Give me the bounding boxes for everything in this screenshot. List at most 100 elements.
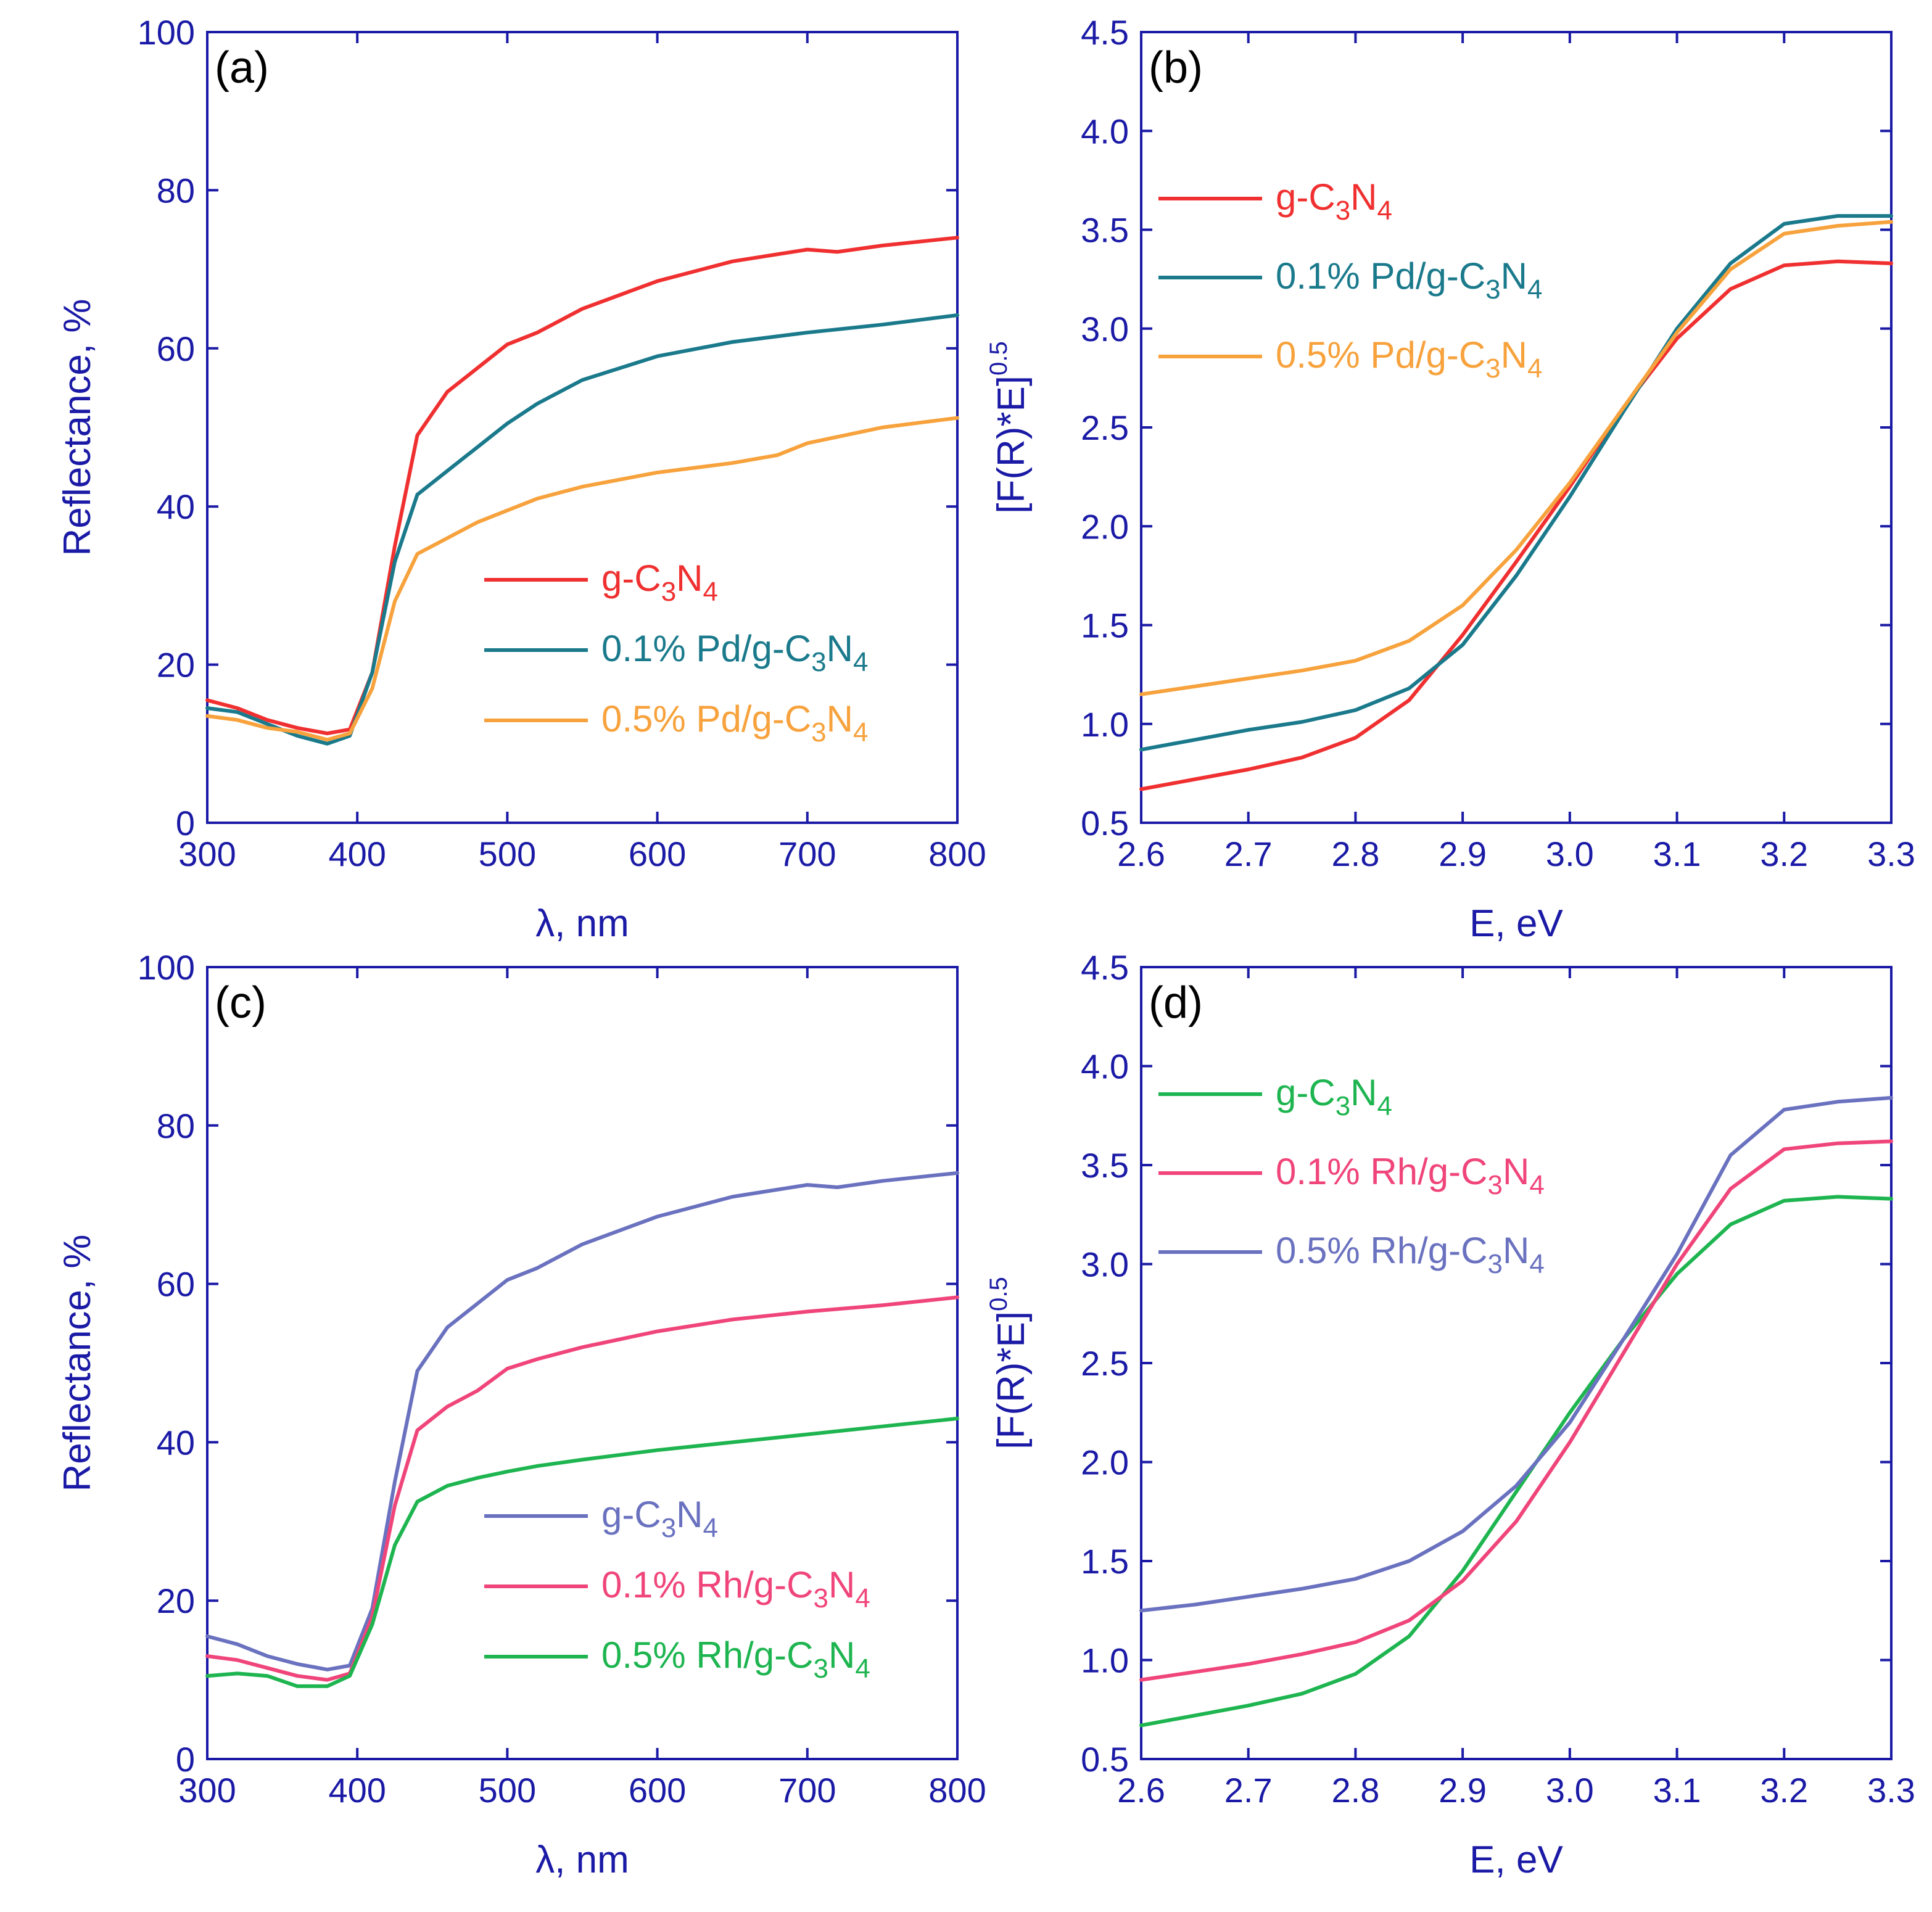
legend-label-subscript: 3 xyxy=(813,1654,828,1684)
series-line-1 xyxy=(205,313,959,746)
y-tick-label: 60 xyxy=(157,329,195,368)
legend-label-text: N xyxy=(1350,176,1377,218)
legend-label-text: N xyxy=(1503,1230,1529,1271)
legend-label-subscript: 4 xyxy=(1529,1170,1544,1200)
y-tick-label: 3.0 xyxy=(1081,310,1129,348)
legend-label-text: N xyxy=(828,1634,855,1676)
legend-label-subscript: 3 xyxy=(1335,1091,1350,1121)
x-tick-label: 800 xyxy=(928,834,986,873)
x-tick-label: 2.9 xyxy=(1439,1771,1487,1810)
x-tick-label: 3.3 xyxy=(1867,834,1915,873)
legend-label-subscript: 3 xyxy=(813,1583,828,1613)
x-tick-label: 2.7 xyxy=(1224,1771,1273,1810)
x-tick-label: 2.8 xyxy=(1331,1771,1379,1810)
legend-label: 0.1% Rh/g-C3N4 xyxy=(1276,1151,1545,1200)
legend-label: g-C3N4 xyxy=(601,558,718,607)
x-tick-label: 2.6 xyxy=(1117,834,1165,873)
x-tick-label: 500 xyxy=(479,834,536,873)
legend-label-text: 0.1% Rh/g-C xyxy=(1276,1151,1487,1192)
plot-frame xyxy=(1140,31,1893,824)
legend-label-subscript: 3 xyxy=(1485,353,1500,384)
legend-label-subscript: 4 xyxy=(703,577,718,607)
y-tick-label: 2.0 xyxy=(1081,507,1129,546)
legend-label-subscript: 4 xyxy=(853,647,868,677)
y-tick-label: 60 xyxy=(157,1265,195,1304)
legend-label-text: g-C xyxy=(601,558,661,599)
y-tick-label: 2.5 xyxy=(1081,408,1129,447)
panel-3: 2.6 2.7 2.8 2.9 3.0 3.1 3.2 3.3 0.5 1.0 1.5 2.0 2.5 3… xyxy=(985,948,1915,1881)
y-tick-label: 0 xyxy=(176,804,195,843)
plot-frame xyxy=(206,966,959,1760)
legend-label: 0.5% Rh/g-C3N4 xyxy=(1276,1230,1545,1279)
legend-label-text: N xyxy=(676,1494,703,1535)
y-tick-label: 80 xyxy=(157,171,195,210)
legend-label-subscript: 3 xyxy=(1335,196,1350,226)
legend-label-subscript: 4 xyxy=(855,1654,870,1684)
y-tick-label: 40 xyxy=(157,1423,195,1462)
series-line-2 xyxy=(1139,1095,1893,1613)
x-tick-label: 3.0 xyxy=(1546,834,1594,873)
legend-label-subscript: 4 xyxy=(1377,1091,1392,1121)
legend-label-text: N xyxy=(676,558,703,599)
legend-label-text: 0.1% Rh/g-C xyxy=(601,1564,813,1605)
legend-label-text: N xyxy=(828,1564,855,1605)
legend-label-text: g-C xyxy=(601,1494,661,1535)
legend-label-text: N xyxy=(827,628,853,669)
legend-label: 0.5% Rh/g-C3N4 xyxy=(601,1634,870,1684)
x-tick-label: 2.9 xyxy=(1439,834,1487,873)
x-axis-title: E, eV xyxy=(1469,1839,1563,1881)
legend-label-subscript: 4 xyxy=(1527,274,1542,305)
legend-label-text: N xyxy=(1501,334,1527,376)
y-tick-label: 1.5 xyxy=(1081,606,1129,645)
y-tick-label: 2.0 xyxy=(1081,1443,1129,1482)
y-axis-title-main: [F(R)*E] xyxy=(990,1311,1033,1449)
x-tick-label: 400 xyxy=(328,1771,386,1810)
legend-label: 0.1% Rh/g-C3N4 xyxy=(601,1564,870,1613)
y-tick-label: 20 xyxy=(157,1581,195,1620)
series-line-2 xyxy=(205,1416,959,1688)
series-line-0 xyxy=(205,1171,959,1671)
legend-label-text: N xyxy=(1350,1072,1377,1113)
x-tick-label: 3.2 xyxy=(1760,834,1808,873)
legend-label: g-C3N4 xyxy=(1276,176,1392,226)
series-line-2 xyxy=(205,416,959,742)
panel-label: (b) xyxy=(1149,43,1203,93)
x-tick-label: 3.2 xyxy=(1760,1771,1808,1810)
legend-label-subscript: 4 xyxy=(853,717,868,748)
x-tick-label: 3.0 xyxy=(1546,1771,1594,1810)
panel-0: 300 400 500 600 700 800 0 20 40 60 80 100 λ, nm Refle… xyxy=(56,13,986,945)
y-tick-label: 3.5 xyxy=(1081,1146,1129,1185)
series-line-1 xyxy=(205,1295,959,1682)
x-tick-label: 800 xyxy=(928,1771,986,1810)
panel-1: 2.6 2.7 2.8 2.9 3.0 3.1 3.2 3.3 0.5 1.0 1.5 2.0 2.5 3… xyxy=(985,13,1915,945)
legend-label-subscript: 4 xyxy=(1529,1249,1544,1279)
plot-frame xyxy=(206,31,959,824)
x-tick-label: 700 xyxy=(778,834,836,873)
legend-label: 0.1% Pd/g-C3N4 xyxy=(1276,255,1542,305)
legend-label-subscript: 4 xyxy=(1527,353,1542,384)
x-tick-label: 2.6 xyxy=(1117,1771,1165,1810)
y-axis-title: Reflectance, % xyxy=(56,1235,99,1492)
y-tick-label: 3.5 xyxy=(1081,211,1129,250)
x-tick-label: 3.1 xyxy=(1653,834,1701,873)
series-line-1 xyxy=(1139,1139,1893,1682)
x-tick-label: 600 xyxy=(629,834,686,873)
y-tick-label: 4.5 xyxy=(1081,13,1129,52)
y-tick-label: 4.5 xyxy=(1081,948,1129,987)
legend-label-text: 0.1% Pd/g-C xyxy=(1276,255,1485,297)
x-tick-label: 3.3 xyxy=(1867,1771,1915,1810)
legend-label-subscript: 4 xyxy=(703,1513,718,1543)
legend-label-subscript: 4 xyxy=(1377,196,1392,226)
x-tick-label: 2.7 xyxy=(1224,834,1273,873)
legend-label: 0.5% Pd/g-C3N4 xyxy=(601,698,868,748)
x-axis-title: λ, nm xyxy=(535,902,629,945)
series-line-0 xyxy=(205,236,959,736)
legend-label-subscript: 3 xyxy=(661,1513,676,1543)
x-tick-label: 400 xyxy=(328,834,386,873)
x-tick-label: 300 xyxy=(178,1771,236,1810)
legend-label-subscript: 3 xyxy=(811,647,826,677)
y-axis-title-main: Reflectance, % xyxy=(56,1235,99,1492)
legend-label-text: 0.5% Pd/g-C xyxy=(1276,334,1485,376)
x-tick-label: 700 xyxy=(778,1771,836,1810)
x-tick-label: 2.8 xyxy=(1331,834,1379,873)
